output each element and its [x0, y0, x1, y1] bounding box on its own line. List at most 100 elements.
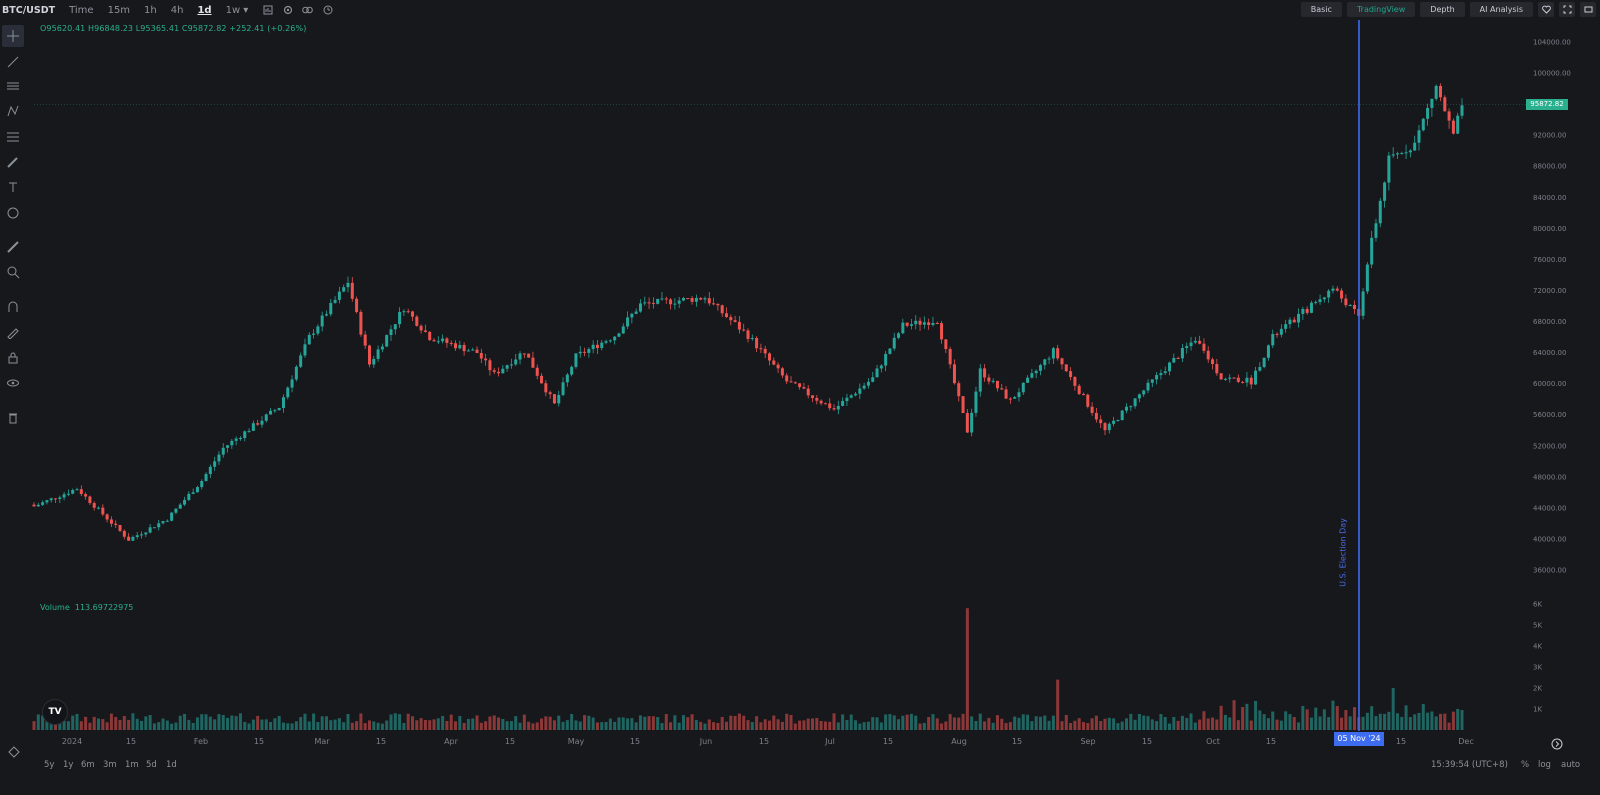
trendline-icon[interactable] [2, 51, 24, 73]
view-tradingview-button[interactable]: TradingView [1346, 2, 1416, 17]
view-basic-button[interactable]: Basic [1300, 2, 1342, 17]
magnet-icon[interactable] [2, 296, 24, 318]
tradingview-logo[interactable]: TV [42, 699, 68, 725]
candle [737, 316, 741, 334]
volume-bar [1318, 716, 1322, 730]
interval-1d[interactable]: 1d [197, 4, 212, 16]
candle [273, 408, 277, 413]
indicators-icon[interactable] [262, 5, 273, 16]
horizontal-lines-icon[interactable] [2, 75, 24, 97]
pencil-lock-icon[interactable] [2, 321, 24, 343]
candle [974, 386, 978, 417]
volume-bar [1284, 711, 1288, 730]
volume-bar [1309, 717, 1313, 730]
volume-bar [41, 715, 45, 730]
clock-icon[interactable] [322, 5, 333, 16]
interval-15m[interactable]: 15m [107, 4, 131, 16]
volume-bar [152, 723, 156, 730]
trash-icon[interactable] [2, 407, 24, 429]
interval-time[interactable]: Time [69, 4, 94, 16]
volume-bar [1077, 718, 1081, 730]
volume-bar [742, 715, 746, 730]
candle [406, 308, 410, 314]
volume-bar [1456, 708, 1460, 730]
interval-1h[interactable]: 1h [144, 4, 157, 16]
volume-tick-label: 3K [1533, 664, 1542, 672]
fib-icon[interactable] [2, 126, 24, 148]
volume-bar [1335, 706, 1339, 730]
candle [1417, 125, 1421, 151]
range-6m[interactable]: 6m [81, 760, 95, 770]
pair-label[interactable]: BTC/USDT [2, 4, 56, 16]
candle [914, 315, 918, 330]
candle [690, 295, 694, 305]
candle [346, 276, 350, 293]
range-5y[interactable]: 5y [44, 760, 55, 770]
candle [733, 315, 737, 323]
range-1m[interactable]: 1m [125, 760, 139, 770]
candle [1404, 144, 1408, 159]
emoji-icon[interactable] [2, 202, 24, 224]
ai-analysis-button[interactable]: AI Analysis [1469, 2, 1533, 17]
compare-icon[interactable] [302, 5, 314, 16]
candle [32, 502, 36, 507]
fullscreen-icon[interactable] [1559, 2, 1575, 17]
candle [307, 332, 311, 345]
candle [750, 334, 754, 341]
candle [251, 420, 255, 432]
crosshair-icon[interactable] [2, 25, 24, 47]
range-3m[interactable]: 3m [103, 760, 117, 770]
time-tick-label: Jun [699, 737, 713, 746]
chart-settings-icon[interactable] [7, 744, 21, 758]
ohlc-readout: O95620.41 H96848.23 L95365.41 C95872.82 … [40, 24, 307, 33]
volume-bar [1038, 716, 1042, 730]
candle [776, 362, 780, 374]
ruler-icon[interactable] [2, 236, 24, 258]
interval-1w-dropdown[interactable]: 1w ▾ [225, 4, 249, 16]
utc-clock[interactable]: 15:39:54 (UTC+8) [1431, 760, 1508, 770]
volume-bar [1275, 719, 1279, 730]
volume-bar [552, 720, 556, 730]
candle [1107, 422, 1111, 434]
candle [651, 297, 655, 309]
range-1d[interactable]: 1d [166, 760, 177, 770]
scroll-to-latest-icon[interactable] [1551, 735, 1563, 750]
lock-icon[interactable] [2, 347, 24, 369]
candle [1352, 300, 1356, 315]
candle [1112, 416, 1116, 427]
volume-bar [879, 722, 883, 730]
candle [277, 407, 281, 411]
text-icon[interactable] [2, 176, 24, 198]
volume-bar [428, 720, 432, 730]
candle [638, 299, 642, 313]
auto-toggle[interactable]: auto [1561, 760, 1581, 770]
range-5d[interactable]: 5d [146, 760, 157, 770]
brush-icon[interactable] [2, 151, 24, 173]
candle [1060, 357, 1064, 370]
candle [669, 298, 673, 310]
range-1y[interactable]: 1y [63, 760, 74, 770]
zoom-icon[interactable] [2, 261, 24, 283]
candle [660, 291, 664, 301]
price-tick-label: 80000.00 [1533, 225, 1566, 233]
interval-4h[interactable]: 4h [170, 4, 184, 16]
percent-toggle[interactable]: % [1521, 760, 1530, 770]
screenshot-icon[interactable] [1580, 2, 1596, 17]
settings-gear-icon[interactable] [282, 5, 293, 16]
log-toggle[interactable]: log [1538, 760, 1551, 770]
view-depth-button[interactable]: Depth [1420, 2, 1465, 17]
candle [475, 346, 479, 354]
candle [1223, 377, 1227, 381]
candle [36, 502, 40, 507]
heart-icon[interactable] [1538, 2, 1554, 17]
volume-bar [1370, 706, 1374, 730]
candle [858, 383, 862, 400]
eye-icon[interactable] [2, 372, 24, 394]
volume-bar [815, 717, 819, 730]
candle [1176, 356, 1180, 360]
candle [1344, 294, 1348, 308]
pattern-icon[interactable] [2, 100, 24, 122]
candle [243, 430, 247, 442]
volume-bar [918, 723, 922, 730]
